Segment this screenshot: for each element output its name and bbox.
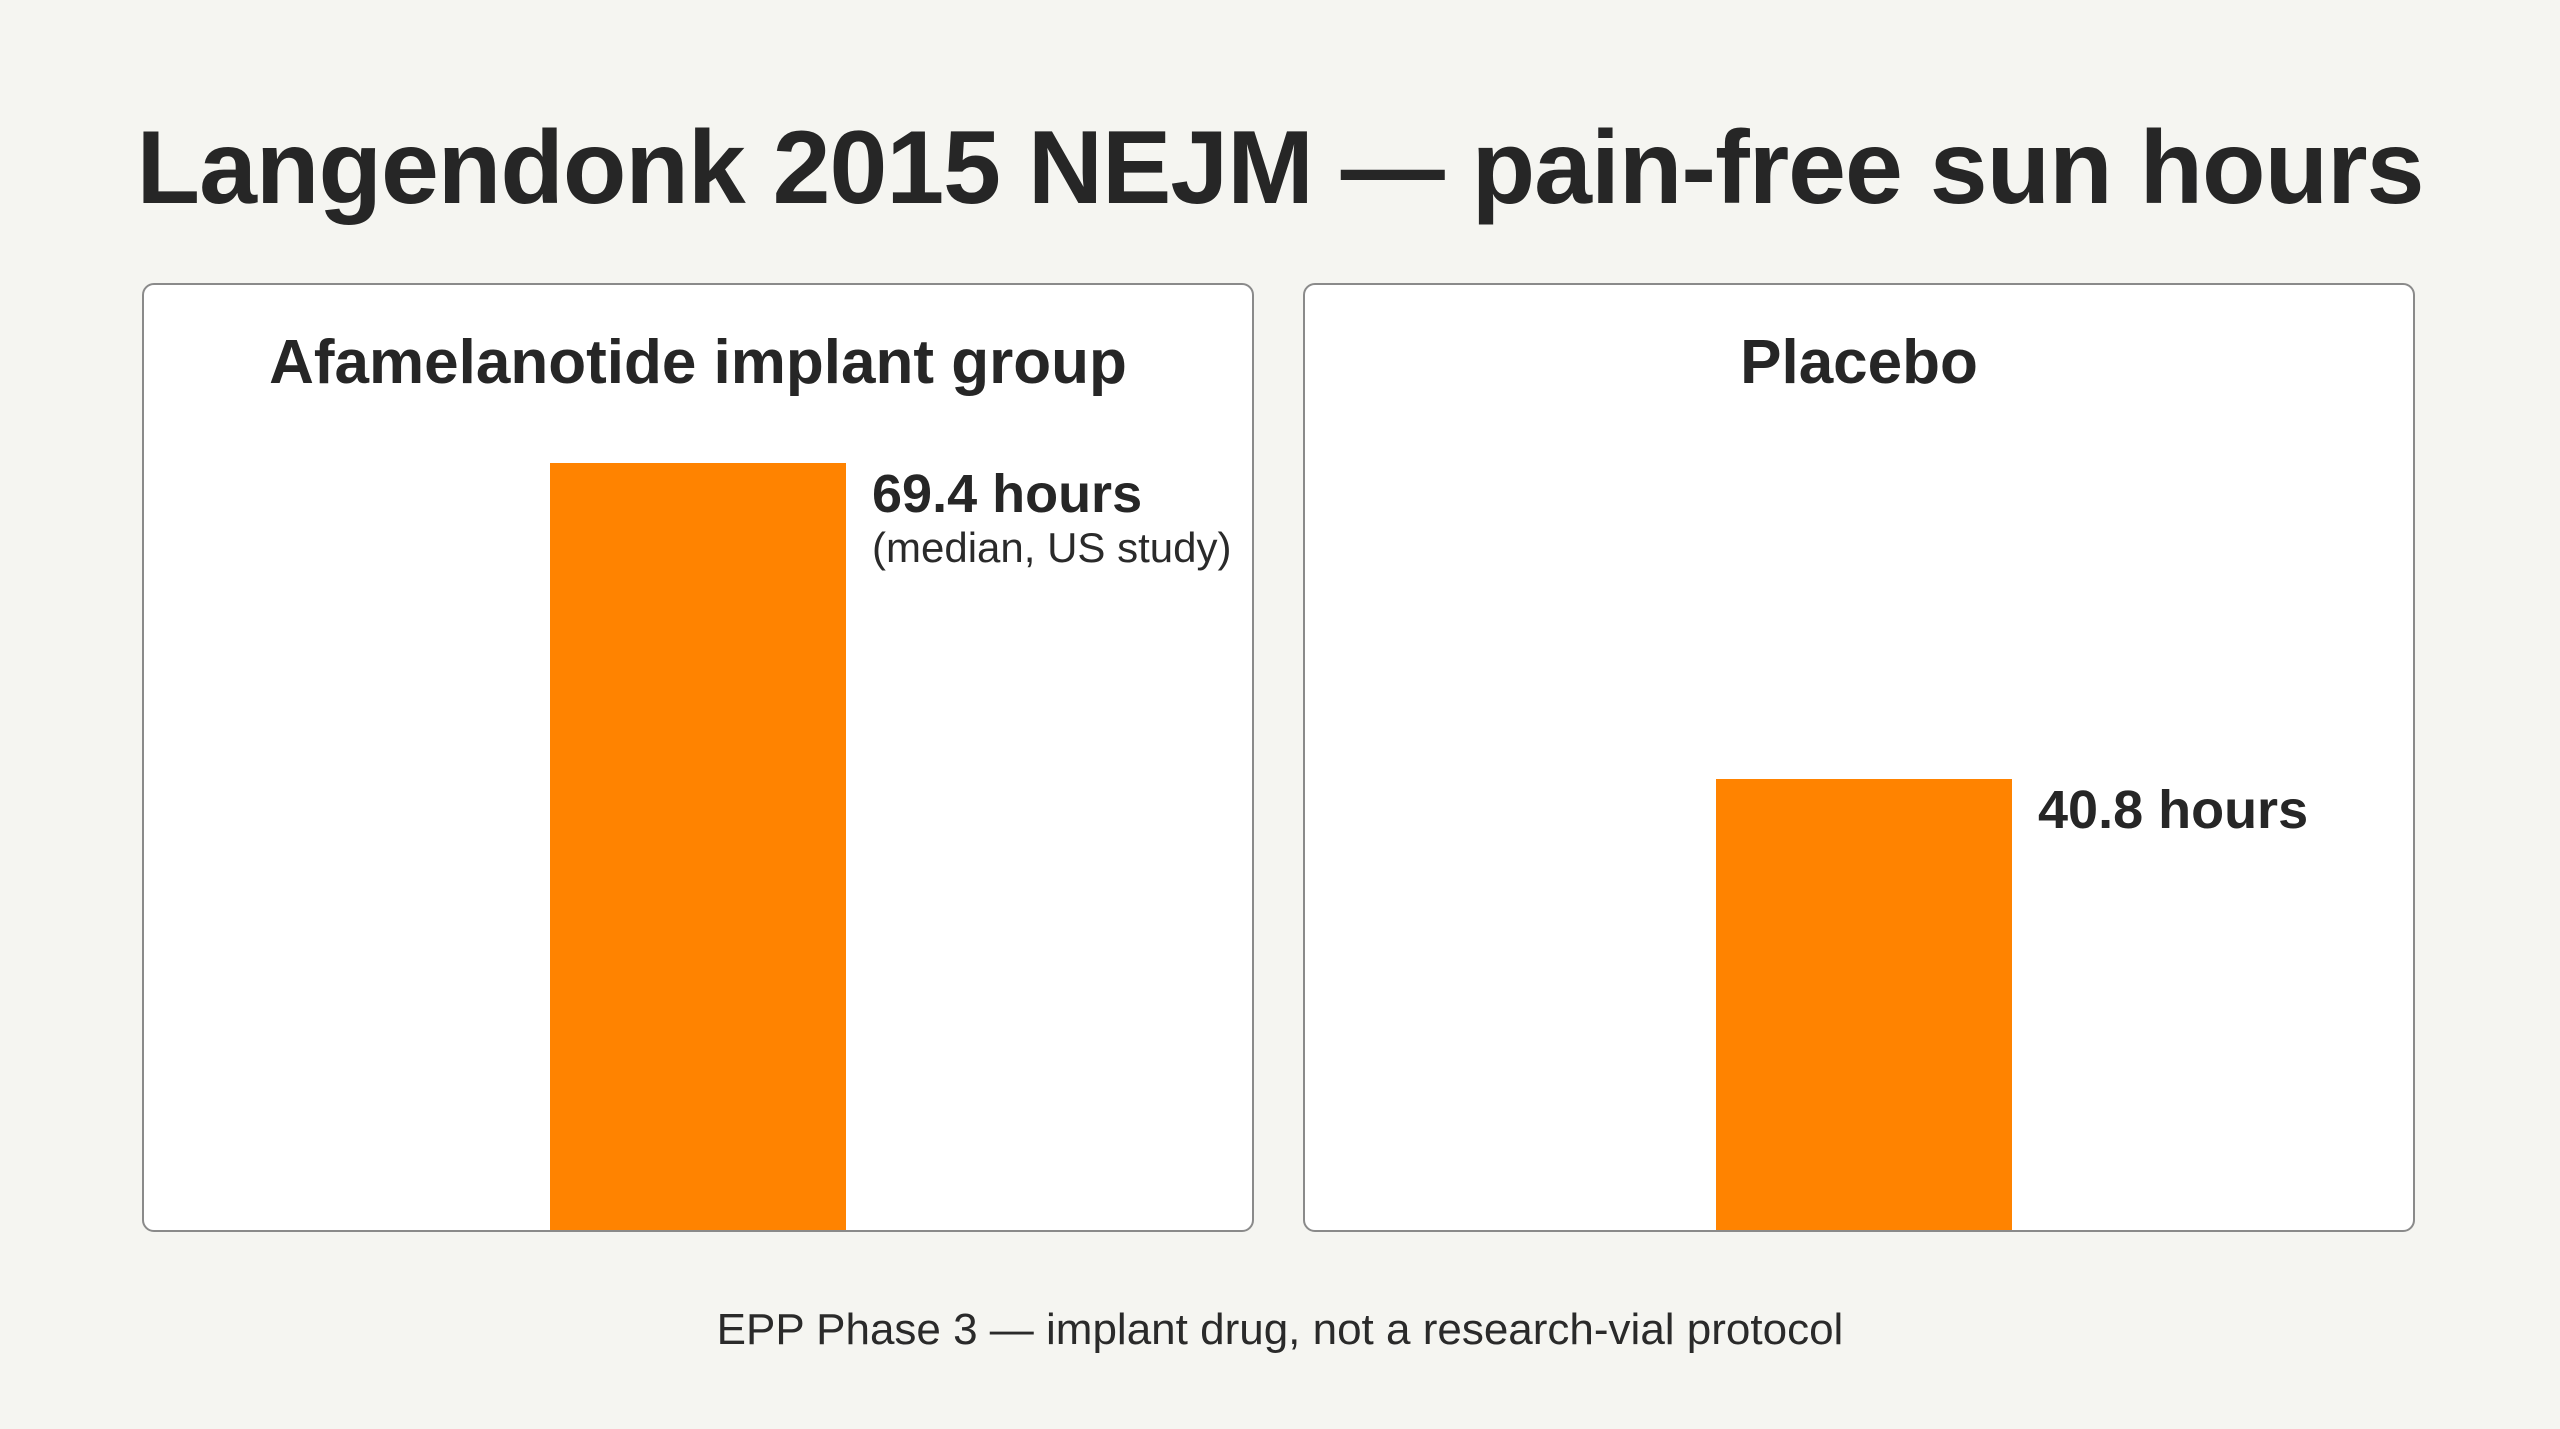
chart-panel-placebo: Placebo 40.8 hours [1303,283,2415,1232]
footer-caption: EPP Phase 3 — implant drug, not a resear… [716,1305,1844,1354]
bar-placebo [1716,779,2012,1230]
panel-title-afamelanotide: Afamelanotide implant group [269,328,1127,397]
page-title: Langendonk 2015 NEJM — pain-free sun hou… [136,110,2425,226]
panel-title-placebo: Placebo [1740,328,1978,397]
data-label-afamelanotide: 69.4 hours [872,464,1143,524]
bar-afamelanotide [550,463,846,1230]
data-note-afamelanotide: (median, US study) [872,524,1232,571]
data-label-placebo: 40.8 hours [2038,780,2309,840]
chart-panel-afamelanotide: Afamelanotide implant group 69.4 hours (… [142,283,1254,1232]
